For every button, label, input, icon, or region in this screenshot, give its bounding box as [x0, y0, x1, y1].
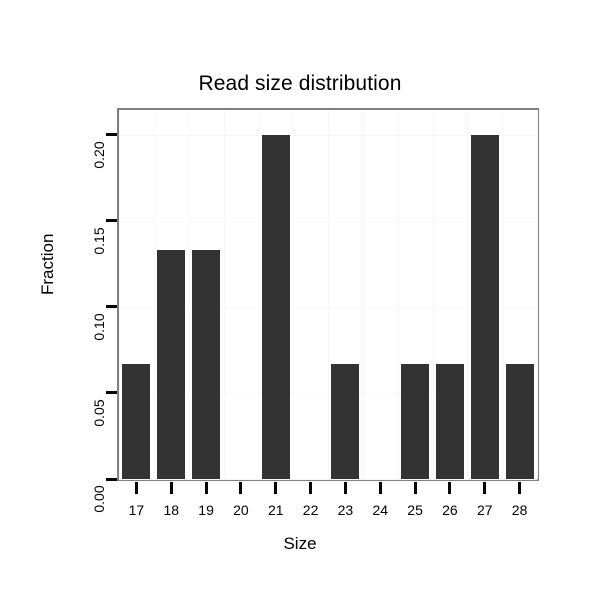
- x-tick-label: 24: [372, 502, 389, 518]
- y-tick-mark: [106, 133, 117, 137]
- gridline-vertical: [223, 110, 225, 479]
- y-tick-label: 0.05: [91, 399, 107, 427]
- x-tick-label: 28: [511, 502, 528, 518]
- x-tick-label: 22: [302, 502, 319, 518]
- bar-18: [157, 249, 186, 479]
- x-tick-label: 27: [476, 502, 493, 518]
- y-axis-label: Fraction: [38, 233, 57, 295]
- y-tick-mark: [106, 391, 117, 395]
- bar-17: [122, 364, 151, 479]
- x-tick-mark: [378, 482, 382, 494]
- gridline-vertical: [188, 110, 190, 479]
- page-title: Read size distribution: [198, 72, 402, 95]
- x-tick-mark: [274, 482, 278, 494]
- y-tick-mark: [106, 305, 117, 309]
- gridline-vertical: [397, 110, 399, 479]
- x-tick-label: 17: [128, 502, 145, 518]
- bar-25: [401, 364, 429, 479]
- x-tick-mark: [169, 482, 173, 494]
- y-tick-label: 0.20: [91, 141, 107, 169]
- gridline-vertical: [362, 110, 364, 479]
- x-tick-label: 25: [407, 502, 423, 518]
- x-tick-mark: [343, 482, 347, 494]
- y-tick-mark: [106, 477, 117, 481]
- bar-19: [192, 249, 220, 479]
- x-tick-label: 20: [233, 502, 249, 518]
- x-tick-mark: [134, 482, 138, 494]
- x-tick-mark: [309, 482, 313, 494]
- x-tick-mark: [413, 482, 417, 494]
- bar-26: [435, 364, 464, 479]
- bar-27: [470, 134, 499, 479]
- x-tick-label: 26: [442, 502, 458, 518]
- x-tick-label: 23: [337, 502, 354, 518]
- gridline-vertical: [432, 110, 434, 479]
- gridline-vertical: [293, 110, 295, 479]
- bar-21: [261, 134, 290, 479]
- gridline-vertical: [502, 110, 504, 479]
- x-tick-mark: [448, 482, 452, 494]
- plot-inner: [119, 110, 538, 480]
- x-tick-mark: [483, 482, 487, 494]
- x-axis-label: Size: [283, 534, 317, 553]
- x-tick-mark: [204, 482, 208, 494]
- gridline-horizontal: [119, 479, 537, 480]
- bar-28: [505, 364, 534, 479]
- x-tick-label: 18: [163, 502, 180, 518]
- y-tick-mark: [106, 219, 117, 223]
- x-tick-label: 21: [267, 502, 284, 518]
- gridline-vertical: [153, 110, 155, 479]
- gridline-vertical: [119, 110, 120, 479]
- x-tick-mark: [239, 482, 243, 494]
- bar-23: [331, 364, 360, 479]
- gridline-vertical: [467, 110, 469, 479]
- y-tick-label: 0.10: [91, 313, 107, 341]
- gridline-vertical: [258, 110, 260, 479]
- y-tick-label: 0.00: [91, 485, 107, 513]
- gridline-vertical: [328, 110, 329, 479]
- y-tick-label: 0.15: [91, 227, 107, 255]
- gridline-vertical: [537, 110, 538, 479]
- x-tick-mark: [518, 482, 522, 494]
- plot-area: [117, 108, 539, 481]
- x-tick-label: 19: [198, 502, 214, 518]
